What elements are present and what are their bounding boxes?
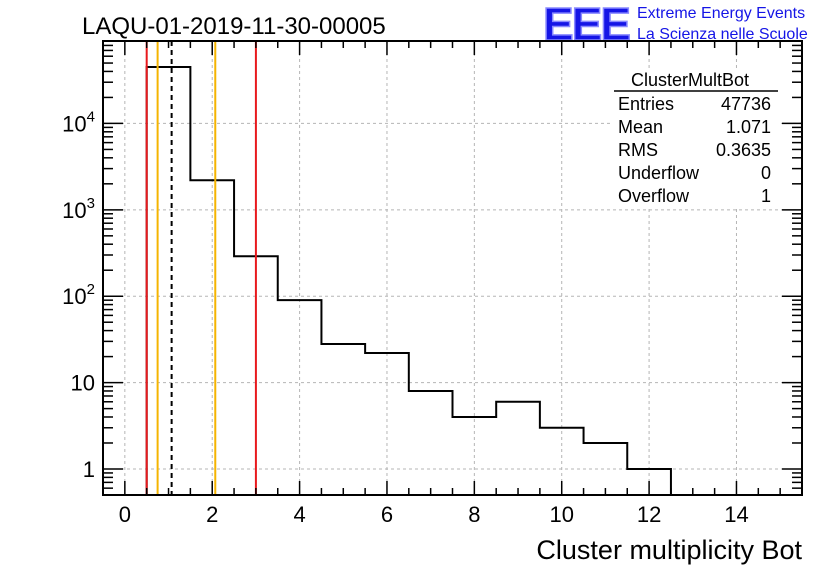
chart-title: LAQU-01-2019-11-30-00005 — [82, 13, 386, 40]
y-tick-base: 10 — [62, 284, 86, 309]
x-tick-label: 12 — [637, 502, 661, 527]
stats-row-label: Entries — [618, 94, 674, 114]
x-tick-label: 0 — [119, 502, 131, 527]
y-tick-exponent: 2 — [87, 281, 95, 298]
stats-row-label: Mean — [618, 117, 663, 137]
x-tick-label: 10 — [549, 502, 573, 527]
stats-rows: Entries 47736 Mean 1.071 RMS 0.3635 Underflow 0… — [618, 94, 771, 206]
y-tick-exponent: 3 — [87, 195, 95, 212]
y-tick-exponent: 4 — [87, 108, 95, 125]
vertical-lines — [145, 41, 257, 495]
grid — [103, 41, 802, 495]
eee-logo: EEE Extreme Energy Events La Scienza nel… — [542, 0, 808, 51]
y-tick-base: 10 — [62, 111, 86, 136]
histogram-series — [145, 66, 672, 495]
histogram-bin — [278, 300, 322, 495]
histogram-bin — [147, 67, 191, 495]
histogram-bin — [321, 344, 365, 495]
histogram-bin — [409, 391, 453, 495]
logo-line1: Extreme Energy Events — [637, 5, 805, 22]
stats-row-label: Overflow — [618, 186, 690, 206]
histogram-bin — [496, 402, 540, 495]
y-tick-label: 1 — [83, 457, 95, 482]
x-tick-label: 6 — [381, 502, 393, 527]
stats-title: ClusterMultBot — [631, 70, 749, 90]
stats-row-value: 0.3635 — [716, 140, 771, 160]
y-tick-base: 10 — [71, 371, 95, 396]
y-tick-base: 1 — [83, 457, 95, 482]
histogram-bin — [584, 443, 628, 495]
y-tick-label: 102 — [62, 281, 95, 309]
histogram-outline — [145, 66, 672, 495]
x-tick-label: 14 — [724, 502, 748, 527]
x-tick-label: 8 — [468, 502, 480, 527]
x-tick-label: 2 — [206, 502, 218, 527]
y-tick-label: 104 — [62, 108, 95, 136]
stats-row-value: 1 — [761, 186, 771, 206]
y-tick-label: 103 — [62, 195, 95, 223]
x-tick-label: 4 — [293, 502, 305, 527]
stats-row-value: 1.071 — [726, 117, 771, 137]
stats-row-label: RMS — [618, 140, 658, 160]
logo-line2: La Scienza nelle Scuole — [637, 26, 808, 43]
y-tick-label: 10 — [71, 371, 95, 396]
stats-row-value: 47736 — [721, 94, 771, 114]
stats-row-label: Underflow — [618, 163, 700, 183]
stats-row-value: 0 — [761, 163, 771, 183]
eee-logo-letters: EEE — [543, 0, 629, 50]
stats-box: ClusterMultBot Entries 47736 Mean 1.071 RMS 0… — [610, 68, 780, 208]
x-axis-title: Cluster multiplicity Bot — [536, 535, 802, 565]
histogram-bin — [190, 180, 234, 495]
histogram-bin — [365, 353, 409, 495]
y-tick-base: 10 — [62, 198, 86, 223]
